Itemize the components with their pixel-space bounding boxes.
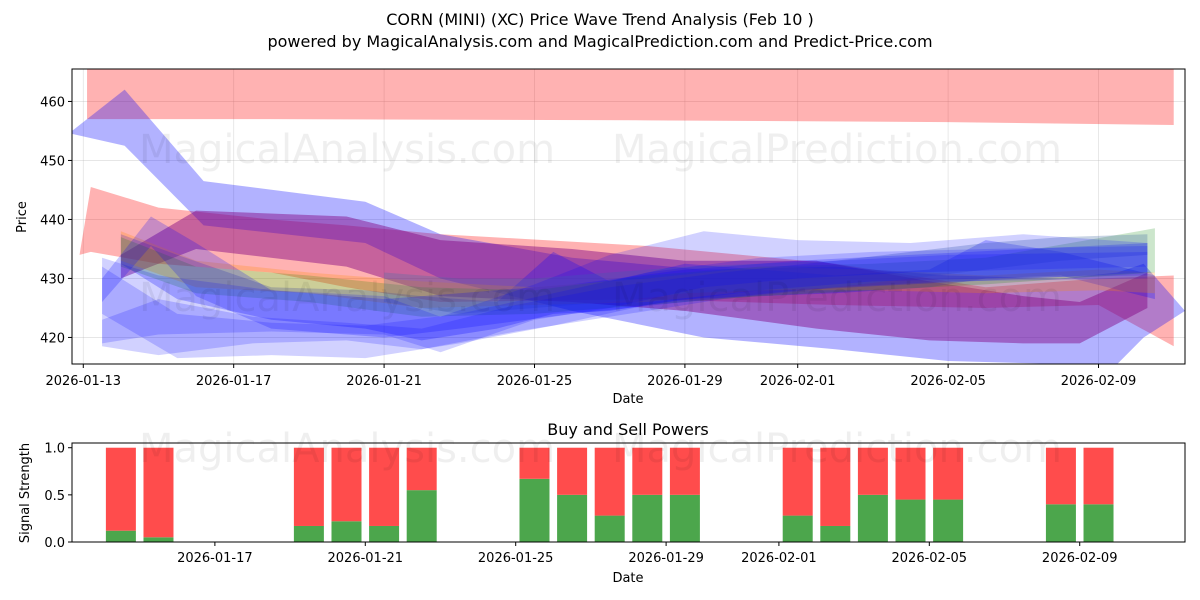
signal-x-tick-label: 2026-01-17 [177,551,253,566]
buy-power-bar [1045,504,1076,542]
main-chart-title: CORN (MINI) (XC) Price Wave Trend Analys… [386,10,814,29]
price-wave-band-purple [120,210,1148,344]
signal-y-axis: 0.0 0.5 1.0 [44,442,72,551]
sell-power-bar [331,447,362,522]
buy-power-bar [933,499,964,542]
sell-power-bar [105,447,136,531]
price-x-tick-label: 2026-02-05 [910,374,986,389]
signal-x-tick-label: 2026-02-09 [1042,551,1118,566]
price-x-tick-label: 2026-01-21 [346,374,422,389]
price-x-axis: 2026-01-13 2026-01-17 2026-01-21 2026-01-25… [45,364,1136,389]
sell-power-bar [1045,447,1076,505]
price-y-tick-label: 430 [40,272,65,287]
signal-x-tick-label: 2026-01-25 [478,551,554,566]
watermark-magical-prediction-top: MagicalPrediction.com [612,127,1062,173]
sell-power-bar [143,447,174,538]
main-chart-subtitle: powered by MagicalAnalysis.com and Magic… [267,32,932,51]
sell-power-bar [933,447,964,500]
price-x-tick-label: 2026-02-09 [1061,374,1137,389]
price-grid [72,69,1185,364]
price-wave-band-blue [102,251,1148,356]
buy-power-bar [594,515,625,542]
signal-y-tick-label: 0.5 [44,489,65,504]
signal-x-tick-label: 2026-01-29 [628,551,704,566]
price-wave-bands [72,69,1185,364]
sell-power-bar [519,447,550,479]
buy-power-bar [782,515,813,542]
watermark-magical-analysis-mid: MagicalAnalysis.com [139,275,555,321]
buy-power-bar [895,499,926,542]
signal-y-axis-label: Signal Strength [18,443,33,543]
buy-power-bar [293,525,324,542]
buy-power-bar [143,537,174,542]
sell-power-bar [1083,447,1114,505]
signal-x-axis: 2026-01-17 2026-01-21 2026-01-25 2026-01-29… [177,542,1117,566]
buy-power-bar [105,530,136,542]
price-x-tick-label: 2026-01-25 [497,374,573,389]
price-wave-band-blue [72,89,1185,364]
sell-power-bar [369,447,400,526]
sell-power-bar [820,447,851,526]
signal-y-tick-label: 0.0 [44,536,65,551]
price-plot-frame [71,68,1186,365]
price-wave-band-slate [384,234,1148,314]
price-wave-band-red [79,187,1174,347]
watermark-magical-prediction-mid: MagicalPrediction.com [612,275,1062,321]
buy-power-bar [519,478,550,542]
price-y-tick-label: 450 [40,154,65,169]
buy-power-bar [406,490,437,542]
watermark-magical-analysis-bottom: MagicalAnalysis.com [139,426,555,472]
signal-x-tick-label: 2026-02-05 [892,551,968,566]
sell-power-bar [594,447,625,516]
price-wave-band-blue [120,234,1155,341]
sell-power-bar [782,447,813,516]
watermark-magical-analysis-top: MagicalAnalysis.com [139,127,555,173]
watermark-magical-prediction-bottom: MagicalPrediction.com [612,426,1062,472]
buy-sell-power-chart: Buy and Sell Powers MagicalAnalysis.com … [18,420,1186,586]
price-y-tick-label: 440 [40,213,65,228]
price-y-tick-label: 420 [40,331,65,346]
price-y-tick-label: 460 [40,95,65,110]
price-y-axis: 420 430 440 450 460 [40,95,72,346]
sell-power-bar [895,447,926,500]
sell-power-bar [632,447,663,495]
price-wave-band-blue [102,246,1148,359]
price-x-tick-label: 2026-01-13 [45,374,121,389]
price-x-axis-label: Date [612,392,643,407]
signal-y-tick-label: 1.0 [44,442,65,457]
sell-power-bar [557,447,588,495]
buy-power-bar [369,525,400,542]
sell-power-bar [857,447,888,495]
buy-power-bar [857,494,888,542]
buy-sell-chart-title: Buy and Sell Powers [547,420,709,439]
price-x-tick-label: 2026-01-29 [647,374,723,389]
signal-x-axis-label: Date [612,571,643,586]
signal-x-tick-label: 2026-02-01 [741,551,817,566]
buy-power-bar [820,525,851,542]
buy-power-bar [669,494,700,542]
price-wave-band-blue [102,231,1148,353]
buy-sell-bars [105,447,1114,542]
buy-power-bar [632,494,663,542]
price-y-axis-label: Price [15,201,30,233]
buy-power-bar [1083,504,1114,542]
price-x-tick-label: 2026-02-01 [760,374,836,389]
price-wave-band-green [120,228,1155,317]
buy-power-bar [557,494,588,542]
signal-plot-frame [71,442,1186,543]
price-x-tick-label: 2026-01-17 [196,374,272,389]
sell-power-bar [406,447,437,491]
price-wave-band-orange [120,231,1155,308]
sell-power-bar [293,447,324,526]
sell-power-bar [669,447,700,495]
price-wave-band-red [87,69,1174,126]
signal-x-tick-label: 2026-01-21 [328,551,404,566]
price-wave-chart: MagicalAnalysis.com MagicalPrediction.co… [15,68,1186,407]
buy-power-bar [331,521,362,542]
price-wave-band-blue [102,216,1148,338]
